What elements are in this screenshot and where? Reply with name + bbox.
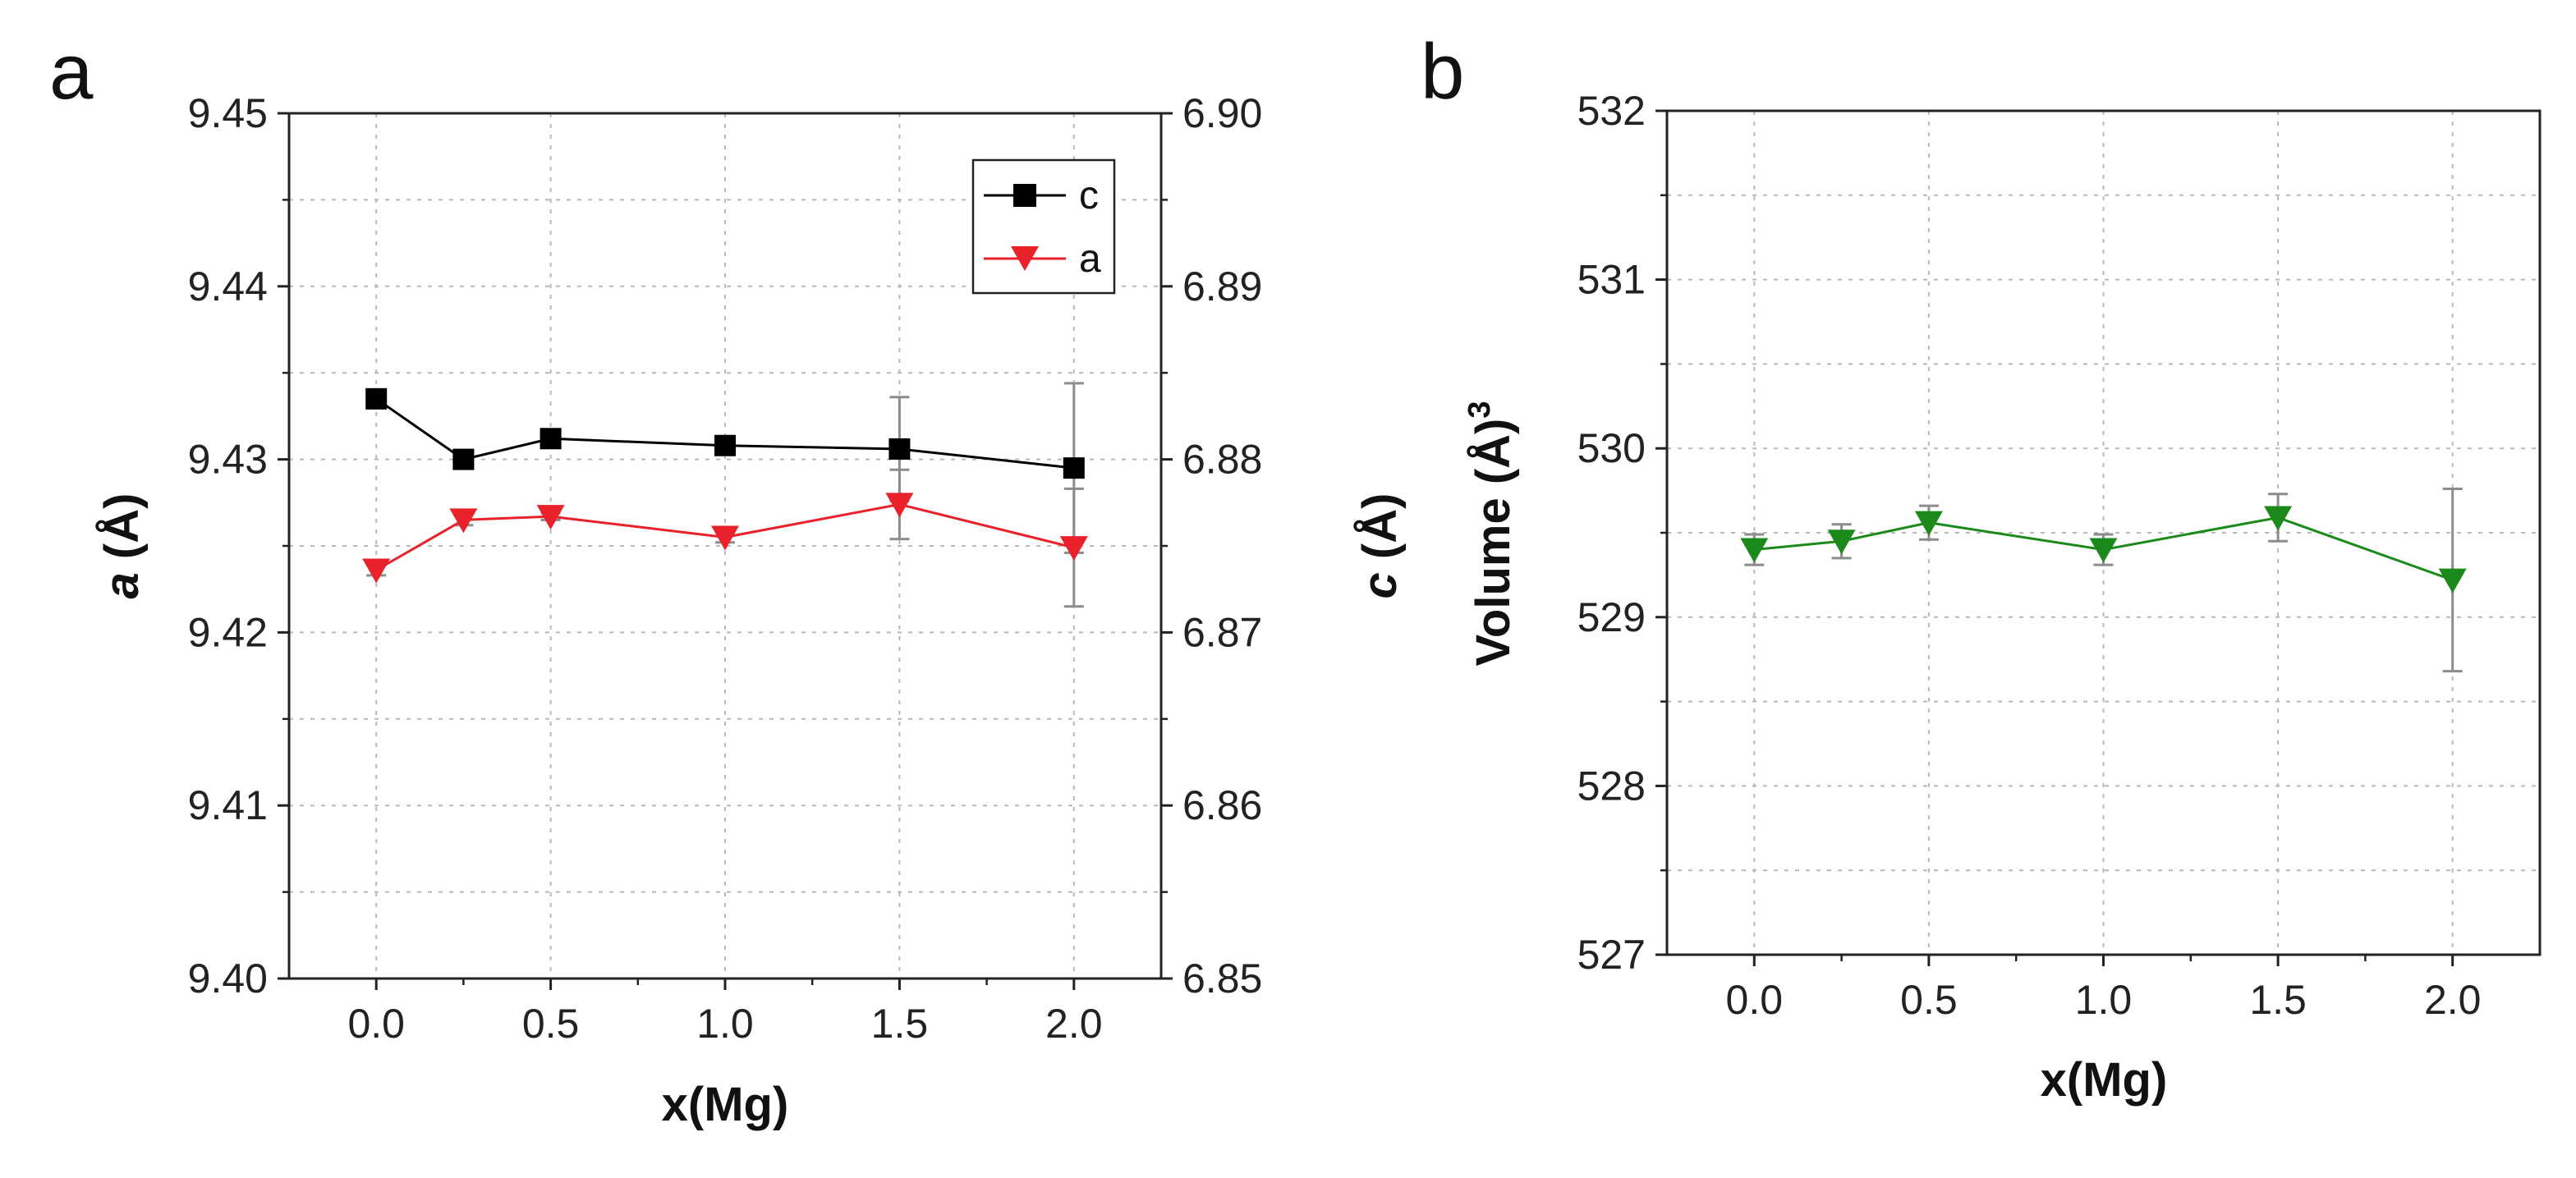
y-tick-label: 9.43 (188, 437, 268, 483)
x-tick-label: 1.5 (2249, 977, 2307, 1023)
data-point (536, 505, 565, 530)
x-tick-label: 2.0 (2424, 977, 2482, 1023)
y-tick-label: 531 (1577, 257, 1646, 303)
y-tick-label: 9.41 (188, 782, 268, 828)
x-tick-label: 0.0 (1726, 977, 1784, 1023)
data-point (1063, 457, 1085, 479)
y-tick-label: 9.42 (188, 609, 268, 655)
panel-a-ylabel-left-unit: (Å) (95, 493, 149, 573)
panel-b-letter: b (1421, 28, 1464, 116)
x-tick-label: 0.0 (347, 1001, 405, 1047)
panel-a-ylabel-right-unit: (Å) (1353, 493, 1407, 573)
panel-a-ylabel-left: a (Å) (95, 493, 149, 599)
data-point (1059, 536, 1088, 561)
panel-b-ticks: 0.0 0.5 1.0 1.5 2.0 527 528 529 530 531 532 (1577, 88, 2482, 1023)
y-tick-label: 528 (1577, 763, 1646, 809)
legend-label-c: c (1079, 174, 1099, 218)
panel-b-series (1740, 488, 2467, 673)
data-point (452, 448, 475, 470)
y-tick-label: 529 (1577, 594, 1646, 640)
series-line (1754, 516, 2454, 581)
y-tick-label: 532 (1577, 88, 1646, 134)
panel-a-ylabel-right: c (Å) (1353, 493, 1407, 599)
data-point (889, 438, 911, 460)
y-right-tick-label: 6.88 (1182, 437, 1262, 483)
y-tick-label: 530 (1577, 425, 1646, 471)
data-point (540, 428, 562, 450)
legend-box (971, 158, 1116, 295)
data-point (1740, 538, 1769, 563)
x-tick-label: 1.0 (696, 1001, 754, 1047)
panel-a-xlabel: x(Mg) (662, 1078, 789, 1131)
data-point (885, 493, 914, 518)
x-tick-label: 2.0 (1045, 1001, 1103, 1047)
panel-b-ylabel-main: Volume (Å) (1467, 419, 1520, 667)
series-line (375, 502, 1075, 571)
data-point (2264, 506, 2293, 531)
y-right-tick-label: 6.89 (1182, 264, 1262, 309)
x-tick-label: 0.5 (1900, 977, 1958, 1023)
panel-a-legend: c a (971, 158, 1116, 295)
data-point (714, 434, 736, 456)
x-tick-label: 1.0 (2075, 977, 2133, 1023)
panel-b-ylabel: Volume (Å)3 (1462, 401, 1520, 667)
y-tick-label: 9.44 (188, 264, 268, 309)
y-tick-label: 9.45 (188, 90, 268, 136)
data-point (711, 525, 739, 551)
data-point (1827, 529, 1856, 555)
data-point (449, 508, 478, 534)
series-c (365, 382, 1085, 554)
panel-a-ticks: 0.0 0.5 1.0 1.5 2.0 9.40 9.41 9.42 9.43 9.44 9.45 6… (188, 90, 1263, 1047)
legend-marker-c (1013, 184, 1036, 207)
legend-marker-a (1011, 246, 1039, 271)
y-tick-label: 527 (1577, 932, 1646, 978)
y-right-tick-label: 6.85 (1182, 956, 1262, 1002)
y-right-tick-label: 6.86 (1182, 782, 1262, 828)
y-right-tick-label: 6.90 (1182, 90, 1262, 136)
panel-a-letter: a (49, 28, 94, 116)
panel-a-ylabel-left-var: a (95, 572, 149, 598)
panel-b-xlabel: x(Mg) (2041, 1053, 2168, 1107)
y-right-tick-label: 6.87 (1182, 609, 1262, 655)
data-point (365, 387, 388, 410)
panel-b-grid (1667, 110, 2540, 956)
legend-label-a: a (1079, 237, 1101, 281)
panel-b-ylabel-sup: 3 (1462, 401, 1497, 419)
data-point (362, 558, 391, 584)
series-volume (1740, 488, 2467, 673)
data-point (2089, 538, 2118, 563)
series-line (375, 397, 1074, 470)
data-point (1914, 511, 1943, 536)
series-a (362, 468, 1088, 608)
data-point (2438, 568, 2467, 594)
x-tick-label: 0.5 (522, 1001, 580, 1047)
panel-a-ylabel-right-var: c (1353, 572, 1407, 598)
panel-a-series (362, 382, 1088, 608)
y-tick-label: 9.40 (188, 956, 268, 1002)
x-tick-label: 1.5 (871, 1001, 929, 1047)
panel-a-chart: 0.0 0.5 1.0 1.5 2.0 9.40 9.41 9.42 9.43 9.44 9.45 6… (95, 90, 1407, 1131)
